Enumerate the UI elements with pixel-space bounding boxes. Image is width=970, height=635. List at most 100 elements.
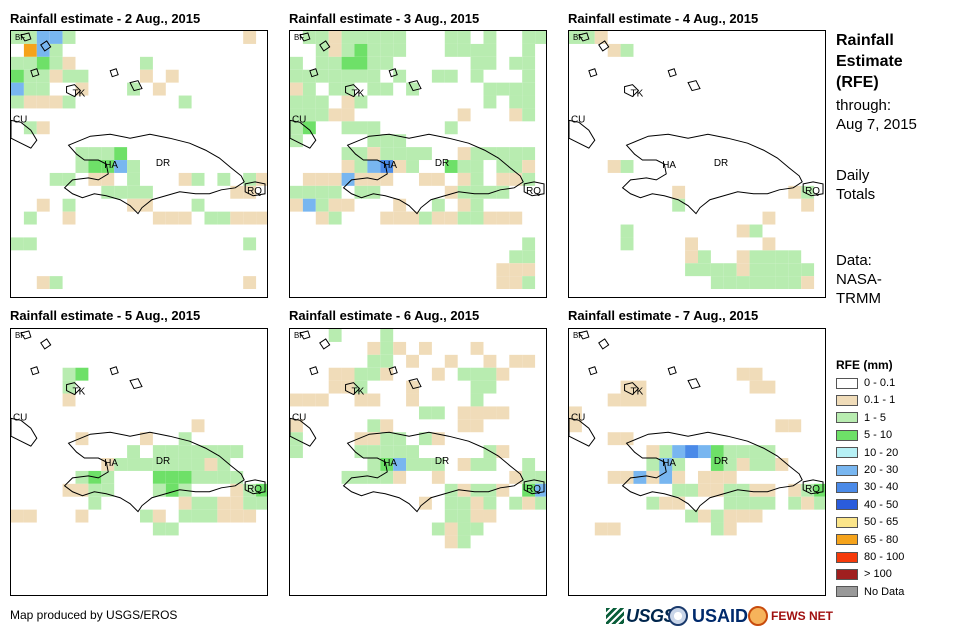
rainfall-cell <box>607 470 621 484</box>
rainfall-cell <box>354 185 368 199</box>
rainfall-cell <box>749 276 763 290</box>
rainfall-cell <box>191 445 205 459</box>
rainfall-cell <box>788 496 802 510</box>
rainfall-cell <box>457 496 471 510</box>
coastline <box>578 330 590 340</box>
rainfall-cell <box>178 496 192 510</box>
legend-label: 80 - 100 <box>864 551 905 563</box>
rainfall-cell <box>646 496 660 510</box>
rainfall-cell <box>256 211 267 225</box>
rainfall-cell <box>775 458 789 471</box>
rainfall-cell <box>101 147 115 161</box>
rainfall-cell <box>496 406 510 420</box>
rainfall-cell <box>457 211 471 225</box>
rainfall-cell <box>23 211 37 225</box>
map-label-rq: RQ <box>526 484 541 495</box>
rainfall-cell <box>380 172 394 186</box>
rainfall-cell <box>354 432 368 446</box>
rainfall-cell <box>457 160 471 173</box>
rainfall-cell <box>457 147 471 161</box>
rainfall-cell <box>328 198 342 212</box>
coastline <box>687 80 701 92</box>
rainfall-cell <box>139 458 153 471</box>
rainfall-cell <box>328 108 342 122</box>
rainfall-cell <box>470 367 484 381</box>
rainfall-cell <box>354 69 368 83</box>
coastline <box>109 366 119 376</box>
rainfall-cell <box>11 509 24 523</box>
legend-swatch <box>836 412 858 424</box>
coastline <box>408 80 422 92</box>
rainfall-cell <box>290 419 303 433</box>
map-label-dr: DR <box>714 456 728 467</box>
rainfall-cell <box>354 445 368 459</box>
coastline <box>299 330 311 340</box>
rainfall-cell <box>36 43 50 57</box>
rainfall-cell <box>749 483 763 497</box>
rainfall-cell <box>483 458 497 471</box>
rainfall-cell <box>302 82 316 96</box>
rainfall-cell <box>814 496 825 510</box>
legend-title: RFE (mm) <box>836 358 893 372</box>
rainfall-cell <box>367 121 381 135</box>
rainfall-cell <box>393 147 407 161</box>
rainfall-cell <box>217 458 231 471</box>
map-label-ha: HA <box>104 458 118 469</box>
rainfall-cell <box>483 367 497 381</box>
rainfall-cell <box>710 470 724 484</box>
rainfall-cell <box>328 172 342 186</box>
rainfall-cell <box>723 509 737 523</box>
rainfall-cell <box>204 509 218 523</box>
rainfall-cell <box>522 69 536 83</box>
rainfall-cell <box>139 69 153 83</box>
coastline <box>667 68 677 78</box>
rainfall-cell <box>380 419 394 433</box>
rainfall-map-aug6: BF CU TK HA DR RQ <box>290 329 546 549</box>
rainfall-cell <box>470 147 484 161</box>
rainfall-cell <box>736 250 750 264</box>
map-label-rq: RQ <box>805 484 820 495</box>
coastline <box>588 366 598 376</box>
legend-swatch <box>836 534 858 546</box>
rainfall-cell <box>406 458 419 471</box>
rainfall-cell <box>569 406 582 420</box>
rainfall-cell <box>749 496 763 510</box>
rainfall-cell <box>607 160 621 173</box>
coastline <box>624 84 640 98</box>
legend-item: 20 - 30 <box>836 463 898 477</box>
rainfall-cell <box>470 185 484 199</box>
rainfall-cell <box>341 172 355 186</box>
coastline <box>342 431 524 513</box>
rainfall-cell <box>165 211 179 225</box>
legend-label: 0 - 0.1 <box>864 377 896 389</box>
coastline <box>667 366 677 376</box>
rainfall-cell <box>723 263 737 277</box>
legend-swatch <box>836 464 858 476</box>
rainfall-cell <box>49 276 63 290</box>
coastline <box>578 32 590 42</box>
coastline <box>687 378 701 390</box>
rainfall-cell <box>522 458 536 471</box>
rainfall-cell <box>152 211 166 225</box>
through-label: through: <box>836 97 892 114</box>
rainfall-cell <box>152 522 166 536</box>
rainfall-cell <box>444 185 458 199</box>
rainfall-cell <box>23 69 37 83</box>
data-source-line2: NASA- <box>836 271 882 288</box>
rainfall-cell <box>62 69 76 83</box>
rainfall-cell <box>762 250 776 264</box>
coastline <box>345 84 361 98</box>
rainfall-cell <box>152 509 166 523</box>
legend-label: 50 - 65 <box>864 516 899 529</box>
rainfall-cell <box>367 147 381 161</box>
rainfall-cell <box>152 470 166 484</box>
legend-item: No Data <box>836 585 904 599</box>
rainfall-cell <box>607 522 621 536</box>
rainfall-cell <box>736 445 750 459</box>
rainfall-cell <box>470 419 484 433</box>
fewsnet-logo: FEWS NET <box>748 604 833 628</box>
rainfall-cell <box>496 211 510 225</box>
rainfall-cell <box>178 470 192 484</box>
product-title-line2: Estimate <box>836 53 903 70</box>
rainfall-cell <box>509 250 523 264</box>
